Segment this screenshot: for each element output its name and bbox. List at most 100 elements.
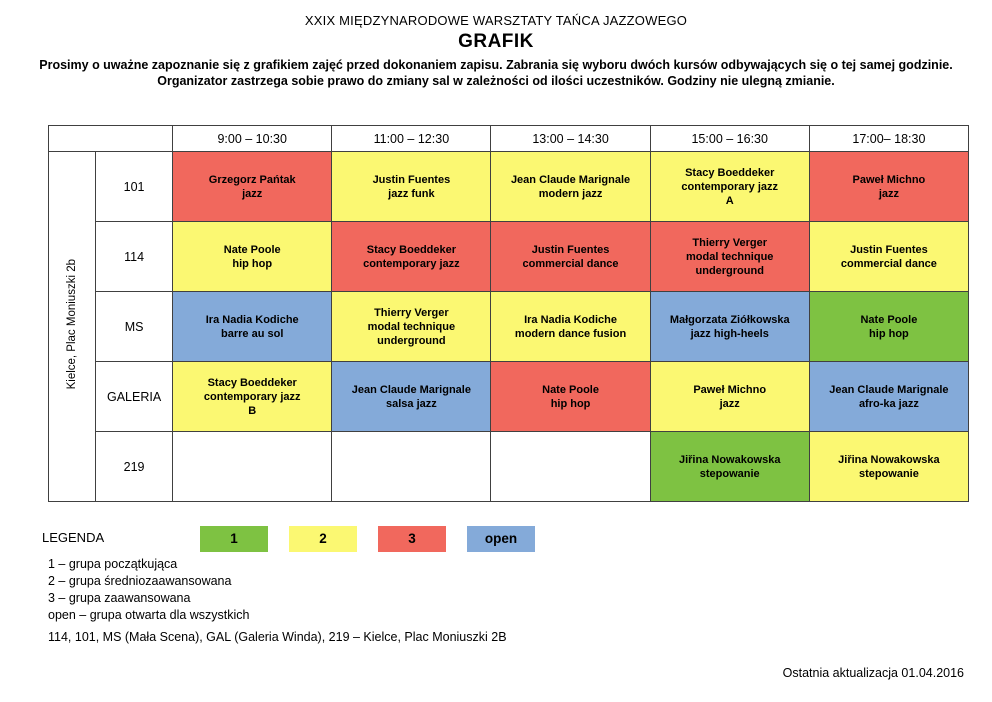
schedule-cell: Jiřina Nowakowska stepowanie	[808, 431, 970, 502]
schedule-cell: Stacy Boeddeker contemporary jazz	[331, 221, 492, 292]
class-style: stepowanie	[858, 467, 919, 480]
schedule-cell: Paweł Michno jazz	[649, 361, 810, 432]
class-style: barre au sol	[221, 327, 284, 340]
class-style: jazz	[242, 187, 263, 200]
teacher-name: Ira Nadia Kodiche	[205, 313, 299, 326]
legend-item-2: 2 – grupa średniozaawansowana	[48, 574, 232, 588]
teacher-name: Grzegorz Pańtak	[208, 173, 296, 186]
schedule-cell: Jiřina Nowakowska stepowanie	[649, 431, 810, 502]
schedule-cell: Jean Claude Marignale modern jazz	[490, 151, 651, 222]
teacher-name: Thierry Verger	[374, 306, 449, 319]
teacher-name: Justin Fuentes	[850, 243, 928, 256]
document-header: XXIX MIĘDZYNARODOWE WARSZTATY TAŃCA JAZZ…	[0, 13, 992, 89]
class-style: jazz funk	[388, 187, 435, 200]
instruction-line-1: Prosimy o uważne zapoznanie się z grafik…	[39, 58, 953, 72]
teacher-name: Stacy Boeddeker	[207, 376, 297, 389]
schedule-cell: Jean Claude Marignale afro-ka jazz	[808, 361, 970, 432]
room-label: MS	[95, 291, 174, 362]
schedule-table: 9:00 – 10:30 11:00 – 12:30 13:00 – 14:30 15…	[47, 125, 970, 502]
schedule-cell: Thierry Verger modal technique underground	[331, 291, 492, 362]
schedule-cell: Małgorzata Ziółkowska jazz high-heels	[649, 291, 810, 362]
document-title: XXIX MIĘDZYNARODOWE WARSZTATY TAŃCA JAZZ…	[304, 13, 688, 28]
teacher-name: Justin Fuentes	[531, 243, 610, 256]
class-style: modern dance fusion	[514, 327, 627, 340]
schedule-table-body: 9:00 – 10:30 11:00 – 12:30 13:00 – 14:30 15…	[47, 125, 970, 502]
table-row: GALERIA Stacy Boeddeker contemporary jazz B…	[49, 361, 970, 432]
class-style: commercial dance	[522, 257, 619, 270]
document-subtitle: GRAFIK	[458, 31, 534, 52]
class-style: hip hop	[550, 397, 591, 410]
room-label: GALERIA	[95, 361, 174, 432]
class-style: contemporary jazz	[363, 257, 460, 270]
legend-boxes: 1 2 3 open	[200, 526, 556, 552]
teacher-name: Stacy Boeddeker	[366, 243, 457, 256]
last-update-note: Ostatnia aktualizacja 01.04.2016	[782, 666, 964, 680]
teacher-name: Stacy Boeddeker	[685, 166, 775, 179]
class-style: contemporary jazz	[681, 180, 779, 193]
rooms-note: 114, 101, MS (Mała Scena), GAL (Galeria …	[48, 630, 507, 644]
legend-box-2: 2	[289, 526, 357, 552]
schedule-cell: Nate Poole hip hop	[808, 291, 970, 362]
schedule-cell: Thierry Verger modal technique underground	[649, 221, 810, 292]
room-label: 219	[95, 431, 174, 502]
table-row: Kielce, Plac Moniuszki 2b 101 Grzegorz Pań…	[47, 151, 970, 502]
table-row: 219 Jiřina Nowakowska stepowanie Jiřina Now…	[49, 431, 970, 502]
schedule-cell: Paweł Michno jazz	[808, 151, 970, 222]
class-style: modal technique	[367, 320, 456, 333]
legend-item-3: 3 – grupa zaawansowana	[48, 591, 191, 605]
schedule-cell: Justin Fuentes jazz funk	[331, 151, 492, 222]
teacher-name: Jean Claude Marignale	[351, 383, 471, 396]
room-label: 114	[95, 221, 174, 292]
table-row: MS Ira Nadia Kodiche barre au sol Thierry V…	[49, 291, 970, 362]
legend-item-open: open – grupa otwarta dla wszystkich	[48, 608, 250, 622]
legend-heading: LEGENDA	[42, 530, 105, 545]
class-style: jazz	[878, 187, 899, 200]
instruction-line-2: Organizator zastrzega sobie prawo do zmi…	[157, 74, 835, 88]
teacher-name: Jiřina Nowakowska	[678, 453, 781, 466]
schedule-cell	[490, 431, 651, 502]
class-style: salsa jazz	[386, 397, 437, 410]
table-corner-cell	[47, 125, 174, 152]
class-style: A	[725, 194, 734, 207]
schedule-cell: Justin Fuentes commercial dance	[490, 221, 651, 292]
legend-box-1: 1	[200, 526, 268, 552]
time-header: 9:00 – 10:30	[172, 125, 333, 152]
teacher-name: Ira Nadia Kodiche	[524, 313, 618, 326]
teacher-name: Justin Fuentes	[372, 173, 451, 186]
venue-label-cell: Kielce, Plac Moniuszki 2b	[47, 151, 97, 502]
schedule-cell: Ira Nadia Kodiche barre au sol	[172, 291, 333, 362]
time-header: 11:00 – 12:30	[331, 125, 492, 152]
time-header: 17:00– 18:30	[808, 125, 970, 152]
teacher-name: Małgorzata Ziółkowska	[669, 313, 790, 326]
schedule-cell	[172, 431, 333, 502]
class-style: underground	[377, 334, 446, 347]
schedule-cell: Justin Fuentes commercial dance	[808, 221, 970, 292]
teacher-name: Paweł Michno	[693, 383, 767, 396]
schedule-cell: Jean Claude Marignale salsa jazz	[331, 361, 492, 432]
legend-items: 1 – grupa początkująca 2 – grupa średnio…	[48, 556, 250, 624]
class-style: modern jazz	[538, 187, 603, 200]
schedule-cell: Grzegorz Pańtak jazz	[172, 151, 333, 222]
teacher-name: Nate Poole	[860, 313, 918, 326]
room-label: 101	[95, 151, 174, 222]
teacher-name: Jean Claude Marignale	[510, 173, 631, 186]
schedule-cell: Stacy Boeddeker contemporary jazz B	[172, 361, 333, 432]
class-style: jazz	[719, 397, 740, 410]
class-style: commercial dance	[840, 257, 937, 270]
teacher-name: Jiřina Nowakowska	[838, 453, 940, 466]
class-style: contemporary jazz	[203, 390, 301, 403]
legend-item-1: 1 – grupa początkująca	[48, 557, 178, 571]
schedule-cell: Nate Poole hip hop	[172, 221, 333, 292]
legend-box-open: open	[467, 526, 535, 552]
schedule-cell	[331, 431, 492, 502]
class-style: stepowanie	[699, 467, 760, 480]
venue-label: Kielce, Plac Moniuszki 2b	[66, 258, 79, 390]
class-style: hip hop	[869, 327, 909, 340]
schedule-cell: Stacy Boeddeker contemporary jazz A	[649, 151, 810, 222]
class-style: underground	[695, 264, 764, 277]
class-style: afro-ka jazz	[858, 397, 919, 410]
table-row: 114 Nate Poole hip hop Stacy Boeddeker conte…	[49, 221, 970, 292]
teacher-name: Thierry Verger	[692, 236, 768, 249]
teacher-name: Jean Claude Marignale	[829, 383, 949, 396]
